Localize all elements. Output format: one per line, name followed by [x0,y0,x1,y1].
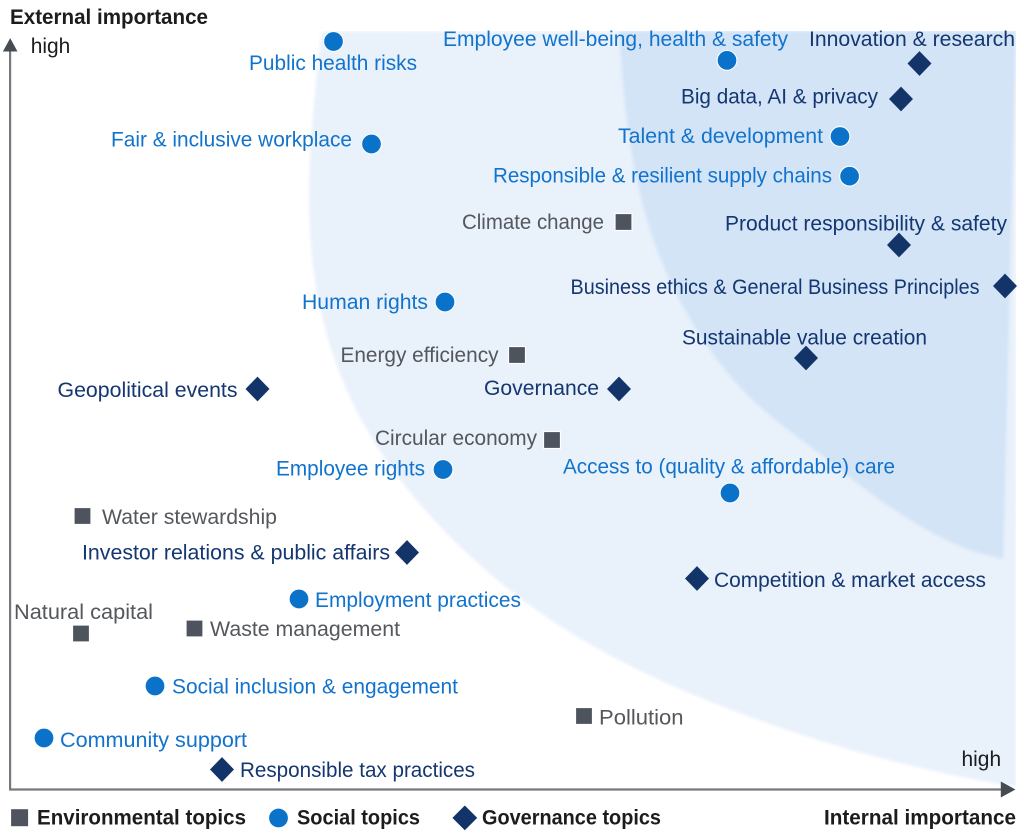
svg-text:Social inclusion & engagement: Social inclusion & engagement [172,674,458,698]
svg-text:Big data, AI & privacy: Big data, AI & privacy [681,84,878,108]
svg-text:Water stewardship: Water stewardship [102,505,277,529]
svg-text:Responsible & resilient supply: Responsible & resilient supply chains [493,164,832,188]
svg-text:Internal importance: Internal importance [824,806,1016,830]
svg-text:Business ethics & General Busi: Business ethics & General Business Princ… [571,275,980,299]
svg-text:Investor relations & public af: Investor relations & public affairs [82,540,390,564]
svg-text:Product responsibility & safet: Product responsibility & safety [725,212,1007,236]
svg-text:Employment practices: Employment practices [315,588,521,612]
svg-text:Fair & inclusive workplace: Fair & inclusive workplace [111,128,352,152]
svg-text:Governance: Governance [484,376,599,400]
svg-text:Talent & development: Talent & development [618,124,823,148]
svg-text:Natural capital: Natural capital [14,600,153,624]
svg-text:Sustainable value creation: Sustainable value creation [682,326,927,350]
svg-text:Innovation & research: Innovation & research [809,27,1015,51]
svg-text:Climate change: Climate change [462,210,604,234]
svg-text:Environmental topics: Environmental topics [37,806,246,830]
svg-text:high: high [31,35,71,58]
svg-text:Social topics: Social topics [297,806,420,830]
svg-text:Governance topics: Governance topics [482,806,661,830]
svg-text:Competition & market access: Competition & market access [714,568,986,592]
svg-text:Human rights: Human rights [302,290,428,314]
svg-text:Energy efficiency: Energy efficiency [341,343,499,367]
svg-text:Public health risks: Public health risks [249,51,417,75]
svg-text:Geopolitical events: Geopolitical events [58,378,238,402]
svg-text:Community support: Community support [60,728,247,752]
svg-text:high: high [962,748,1002,771]
svg-text:External importance: External importance [10,5,208,29]
svg-text:Circular economy: Circular economy [375,426,537,450]
svg-text:Pollution: Pollution [599,706,684,730]
svg-text:Waste management: Waste management [210,617,400,641]
svg-text:Employee well-being, health &: Employee well-being, health & safety [443,27,788,51]
svg-text:Access to (quality & affordabl: Access to (quality & affordable) care [563,455,895,479]
svg-text:Responsible tax practices: Responsible tax practices [240,758,475,782]
svg-text:Employee rights: Employee rights [276,456,425,480]
